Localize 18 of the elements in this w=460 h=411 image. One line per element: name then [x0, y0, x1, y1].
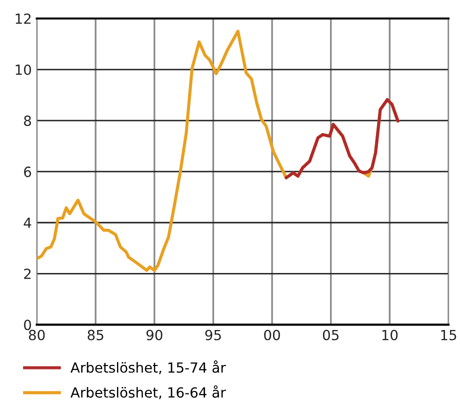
y-tick-label: 2	[24, 268, 31, 279]
x-tick-label: 10	[382, 330, 398, 340]
x-tick-label: 05	[322, 330, 338, 340]
x-tick-label: 80	[28, 330, 45, 340]
line-series	[284, 98, 400, 180]
x-tick-label: 95	[205, 330, 221, 340]
y-tick-label: 4	[24, 218, 32, 228]
y-tick-label: 12	[16, 13, 31, 24]
x-tick-label: 15	[441, 330, 456, 340]
y-tick-label: 0	[24, 320, 32, 330]
y-tick-label: 8	[24, 116, 31, 126]
x-tick-label: 90	[146, 330, 162, 340]
legend-label: Arbetslöshet, 15-74 år	[70, 360, 226, 374]
x-tick-label: 00	[264, 330, 280, 340]
x-tick-label: 85	[88, 330, 104, 340]
y-tick-label: 10	[16, 64, 32, 75]
legend-label: Arbetslöshet, 16-64 år	[70, 385, 226, 400]
y-tick-label: 6	[24, 166, 32, 178]
